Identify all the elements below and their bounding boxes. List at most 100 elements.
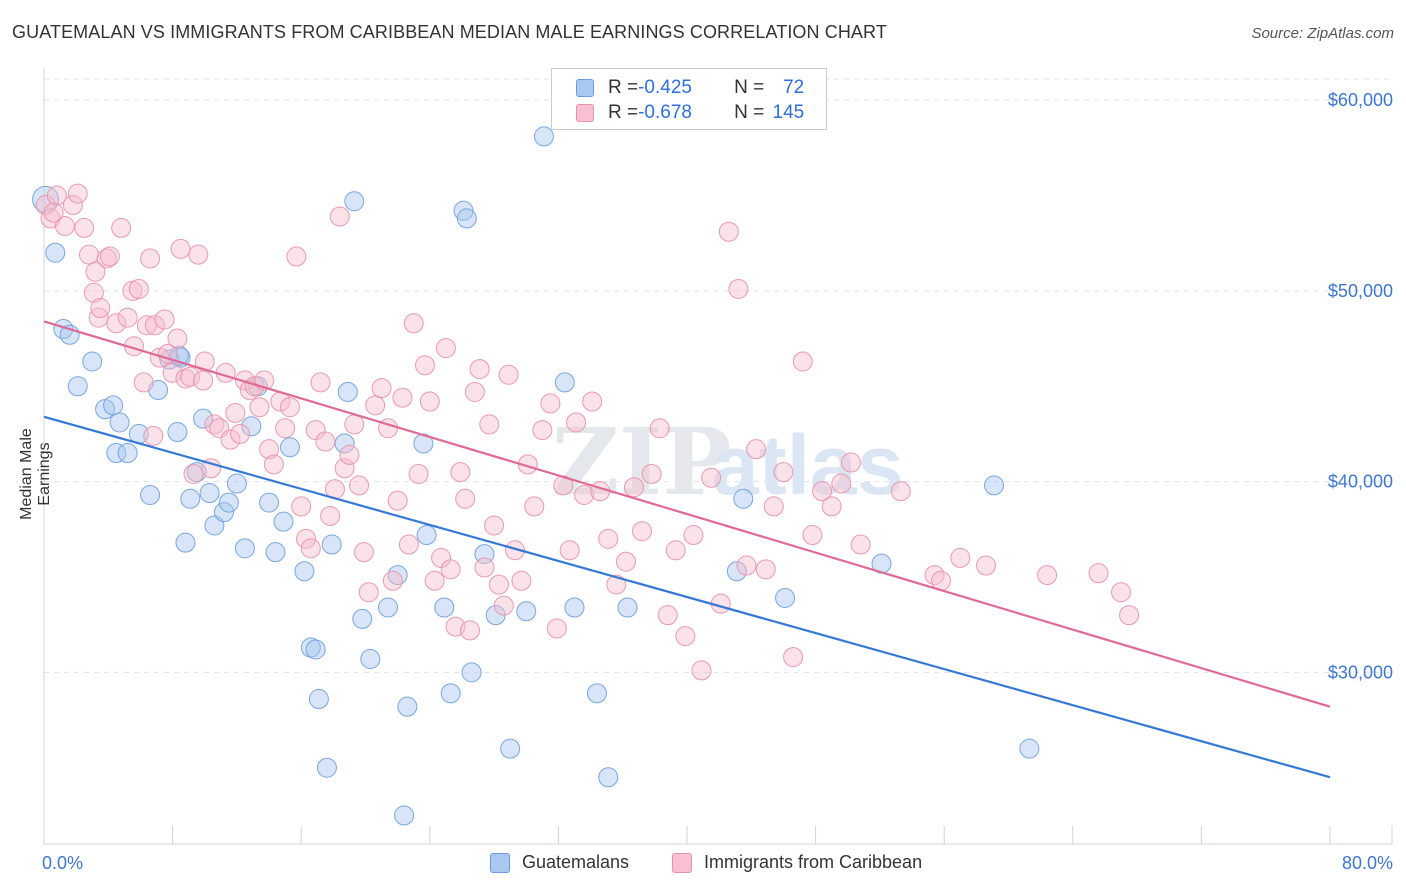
point-caribbean [133, 372, 154, 393]
point-guatemalans [180, 488, 201, 509]
x-tick-label: 80.0% [1342, 853, 1393, 873]
tick-labels: $30,000 $40,000 $50,000 $60,000 0.0% 80.0% [42, 90, 1393, 873]
point-guatemalans [308, 689, 329, 710]
series-guatemalans [32, 126, 1040, 826]
point-guatemalans [214, 502, 235, 523]
point-guatemalans [733, 488, 754, 509]
point-caribbean [736, 555, 757, 576]
point-caribbean [403, 313, 424, 334]
point-caribbean [225, 402, 246, 423]
point-guatemalans [321, 534, 342, 555]
chart-title: GUATEMALAN VS IMMIGRANTS FROM CARIBBEAN … [12, 22, 887, 42]
point-caribbean [358, 582, 379, 603]
point-guatemalans [1019, 738, 1040, 759]
point-caribbean [890, 481, 911, 502]
point-caribbean [144, 315, 165, 336]
point-caribbean [392, 387, 413, 408]
point-caribbean [334, 458, 355, 479]
legend-r-value: -0.678 [638, 102, 692, 123]
point-caribbean [582, 391, 603, 412]
point-caribbean [96, 248, 117, 269]
legend-swatch-guatemalans [490, 852, 510, 873]
legend-swatch-caribbean [576, 104, 594, 122]
x-tick-label: 0.0% [42, 853, 83, 873]
point-guatemalans [440, 683, 461, 704]
point-caribbean [79, 244, 100, 265]
point-caribbean [924, 565, 945, 586]
point-guatemalans [617, 597, 638, 618]
point-caribbean [488, 574, 509, 595]
point-guatemalans [32, 185, 60, 213]
point-caribbean [511, 570, 532, 591]
point-guatemalans [279, 437, 300, 458]
point-guatemalans [67, 376, 88, 397]
point-guatemalans [554, 372, 575, 393]
point-caribbean [419, 391, 440, 412]
y-tick-label: $60,000 [1328, 90, 1393, 110]
point-caribbean [315, 431, 336, 452]
point-caribbean [812, 481, 833, 502]
point-caribbean [493, 595, 514, 616]
point-caribbean [300, 538, 321, 559]
legend-label-caribbean: Immigrants from Caribbean [704, 852, 923, 872]
point-guatemalans [360, 648, 381, 669]
point-caribbean [99, 246, 120, 267]
point-caribbean [657, 605, 678, 626]
point-caribbean [259, 439, 280, 460]
point-guatemalans [337, 381, 358, 402]
point-caribbean [675, 626, 696, 647]
point-caribbean [498, 364, 519, 385]
point-guatemalans [726, 561, 747, 582]
point-guatemalans [140, 484, 161, 505]
point-caribbean [62, 195, 83, 216]
point-caribbean [440, 559, 461, 580]
point-caribbean [450, 462, 471, 483]
point-guatemalans [344, 191, 365, 212]
point-guatemalans [533, 126, 554, 147]
point-caribbean [183, 463, 204, 484]
point-guatemalans [456, 208, 477, 229]
point-guatemalans [434, 597, 455, 618]
point-guatemalans [500, 738, 521, 759]
point-caribbean [469, 359, 490, 380]
point-caribbean [296, 528, 317, 549]
point-caribbean [140, 248, 161, 269]
point-caribbean [641, 463, 662, 484]
point-caribbean [1119, 605, 1140, 626]
point-guatemalans [234, 538, 255, 559]
point-caribbean [188, 244, 209, 265]
trend-line-caribbean [43, 320, 1331, 708]
point-caribbean [1037, 565, 1058, 586]
point-caribbean [623, 477, 644, 498]
point-caribbean [83, 282, 104, 303]
axes [43, 68, 1393, 845]
point-caribbean [792, 351, 813, 372]
legend-r-value: -0.425 [638, 77, 692, 98]
point-caribbean [111, 217, 132, 238]
point-caribbean [180, 366, 201, 387]
point-caribbean [606, 574, 627, 595]
legend-swatch-caribbean [672, 852, 692, 873]
point-caribbean [201, 458, 222, 479]
point-caribbean [74, 217, 95, 238]
point-guatemalans [106, 443, 127, 463]
point-guatemalans [265, 542, 286, 563]
point-caribbean [353, 542, 374, 563]
y-tick-label: $40,000 [1328, 472, 1393, 492]
point-caribbean [728, 278, 749, 299]
point-caribbean [532, 420, 553, 441]
point-guatemalans [82, 351, 103, 372]
point-caribbean [414, 355, 435, 376]
legend-n-label: N = [734, 77, 765, 98]
point-caribbean [746, 439, 767, 460]
point-caribbean [387, 490, 408, 511]
legend-n-value: 72 [783, 77, 805, 98]
point-caribbean [455, 488, 476, 509]
point-guatemalans [193, 408, 214, 429]
point-guatemalans [199, 483, 220, 504]
point-caribbean [459, 620, 480, 641]
point-caribbean [291, 496, 312, 517]
legend-r-label: R = [608, 102, 639, 123]
